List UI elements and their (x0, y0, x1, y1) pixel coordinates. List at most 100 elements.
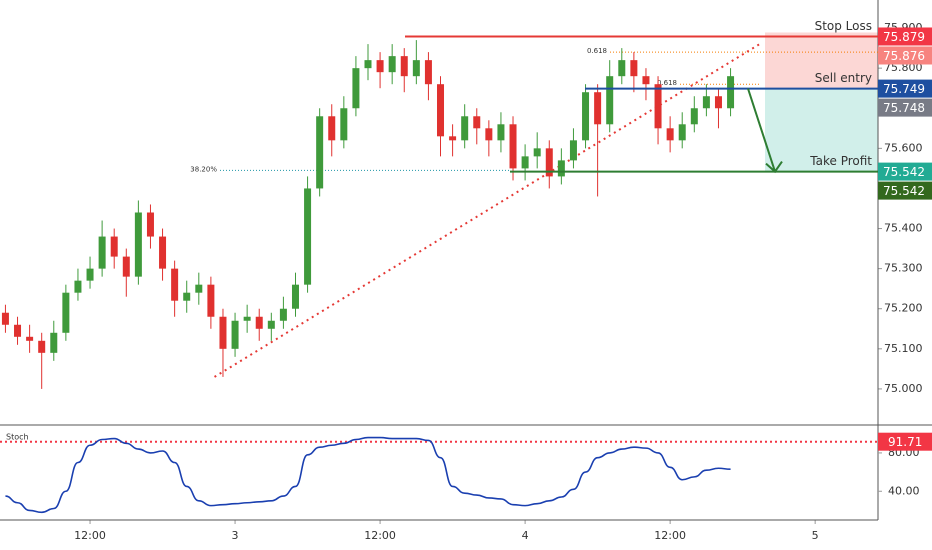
candle-body (183, 292, 191, 301)
candle-body (424, 60, 432, 85)
y-tick-label: 75.200 (884, 302, 923, 315)
candle-body (207, 284, 215, 317)
candle-body (702, 96, 710, 109)
candle-body (582, 92, 590, 141)
y-tick-label: 75.300 (884, 262, 923, 275)
candle-body (521, 156, 529, 169)
candle-body (376, 60, 384, 73)
candle-body (618, 60, 626, 77)
candle-body (122, 256, 130, 277)
stoch-tick-label: 40.00 (888, 484, 920, 497)
price-tag (878, 79, 932, 98)
candle-body (666, 128, 674, 141)
candle-body (134, 212, 142, 277)
candle-body (569, 140, 577, 161)
candle-body (678, 124, 686, 141)
price-tag (878, 46, 932, 65)
candle-body (400, 56, 408, 77)
candle-body (171, 268, 179, 301)
candle-body (98, 236, 106, 269)
candle-body (159, 236, 167, 269)
candle-body (594, 92, 602, 125)
candle-body (473, 116, 481, 129)
stoch-label: Stoch (6, 433, 29, 442)
fib-label: 0.618 (657, 79, 677, 87)
candle-body (437, 84, 445, 137)
candle-body (74, 280, 82, 293)
x-tick-label: 12:00 (364, 529, 396, 542)
stoch-line (5, 436, 731, 514)
candle-body (545, 148, 553, 177)
x-tick-label: 5 (812, 529, 819, 542)
candle-body (714, 96, 722, 109)
stoch-level-label: 91.71 (888, 435, 922, 449)
candle-body (146, 212, 154, 237)
candle-body (509, 124, 517, 169)
candle-body (243, 316, 251, 321)
candle-body (497, 124, 505, 141)
price-tag-label: 75.542 (883, 165, 925, 179)
candle-body (219, 316, 227, 349)
candle-body (727, 76, 735, 109)
candle-body (485, 128, 493, 141)
candle-body (328, 116, 336, 141)
arrow (747, 88, 783, 174)
price-tag-label: 75.876 (883, 49, 925, 63)
candle-body (461, 116, 469, 141)
candle-body (630, 60, 638, 77)
y-tick-label: 75.000 (884, 382, 923, 395)
x-tick-label: 12:00 (74, 529, 106, 542)
price-tag (878, 181, 932, 200)
price-tag (878, 162, 932, 181)
candle-body (388, 56, 396, 73)
candle-body (690, 108, 698, 125)
x-tick-label: 4 (522, 529, 529, 542)
stoch-level-tag (878, 432, 932, 451)
candle-body (642, 76, 650, 85)
price-tag-label: 75.748 (883, 101, 925, 115)
candle-body (316, 116, 324, 189)
candle-body (557, 160, 565, 177)
price-tag (878, 98, 932, 117)
level-label: Stop Loss (815, 19, 872, 33)
candle-body (279, 308, 287, 321)
candle-body (38, 340, 46, 353)
candle-body (533, 148, 541, 157)
candle-body (267, 320, 275, 329)
candle-body (110, 236, 118, 257)
candle-body (449, 136, 457, 141)
fib-label: 0.618 (587, 47, 607, 55)
candle-body (1, 312, 9, 325)
x-tick-label: 3 (232, 529, 239, 542)
candle-body (231, 320, 239, 349)
level-label: Sell entry (815, 71, 872, 85)
price-tag (878, 27, 932, 46)
candle-body (14, 324, 22, 337)
y-tick-label: 75.400 (884, 222, 923, 235)
candle-body (352, 68, 360, 109)
profit-zone (765, 88, 878, 172)
candle-body (255, 316, 263, 329)
stop-zone (765, 32, 878, 89)
level-label: Take Profit (809, 154, 872, 168)
candle-body (195, 284, 203, 293)
price-tag-label: 75.879 (883, 30, 925, 44)
candle-body (26, 336, 34, 341)
trendline (213, 43, 761, 378)
candle-body (50, 332, 58, 353)
candle-body (340, 108, 348, 141)
candle-body (62, 292, 70, 333)
candle-body (606, 76, 614, 125)
candle-body (86, 268, 94, 281)
candle-body (304, 188, 312, 285)
candle-body (654, 84, 662, 129)
fib-label: 38.20% (190, 165, 217, 173)
x-tick-label: 12:00 (654, 529, 686, 542)
candle-body (412, 60, 420, 77)
candle-body (364, 60, 372, 69)
price-tag-label: 75.749 (883, 82, 925, 96)
y-tick-label: 75.600 (884, 141, 923, 154)
candle-body (291, 284, 299, 309)
price-tag-label: 75.542 (883, 184, 925, 198)
